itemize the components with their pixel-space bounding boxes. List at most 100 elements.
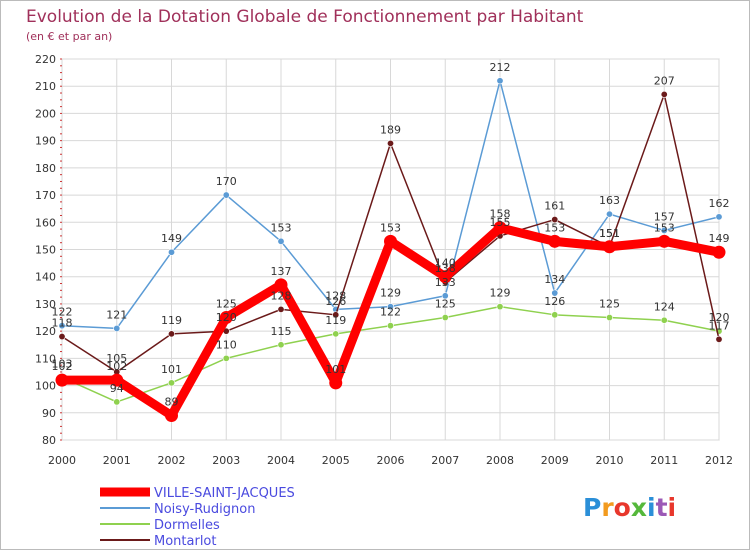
- x-tick-label: 2012: [705, 454, 733, 467]
- data-point-montarlot: [332, 311, 340, 319]
- data-point-dormelles: [332, 330, 340, 338]
- data-point-dormelles: [660, 316, 668, 324]
- data-point-noisy-rudignon: [441, 292, 449, 300]
- data-point-dormelles: [277, 341, 285, 349]
- data-label-montarlot: 155: [490, 216, 511, 229]
- y-tick-label: 160: [35, 216, 56, 229]
- data-label-montarlot: 189: [380, 123, 401, 136]
- data-point-ville-saint-jacques: [438, 270, 452, 284]
- x-tick-label: 2001: [103, 454, 131, 467]
- data-label-dormelles: 120: [709, 311, 730, 324]
- data-point-noisy-rudignon: [386, 303, 394, 311]
- x-tick-label: 2008: [486, 454, 514, 467]
- data-point-ville-saint-jacques: [329, 376, 343, 390]
- data-label-montarlot: 161: [544, 200, 565, 213]
- chart-subtitle: (en € et par an): [26, 30, 112, 43]
- data-point-ville-saint-jacques: [548, 234, 562, 248]
- data-label-dormelles: 122: [380, 306, 401, 319]
- data-point-ville-saint-jacques: [165, 409, 178, 423]
- data-label-ville-saint-jacques: 158: [490, 208, 511, 221]
- data-label-dormelles: 119: [325, 314, 346, 327]
- x-tick-label: 2007: [431, 454, 459, 467]
- data-point-dormelles: [222, 354, 230, 362]
- x-tick-label: 2000: [48, 454, 76, 467]
- data-point-dormelles: [386, 322, 394, 330]
- data-label-dormelles: 125: [435, 298, 456, 311]
- data-label-ville-saint-jacques: 149: [709, 232, 730, 245]
- logo-letter: i: [668, 493, 677, 522]
- data-point-dormelles: [496, 303, 504, 311]
- data-label-dormelles: 110: [216, 338, 237, 351]
- data-label-ville-saint-jacques: 101: [325, 363, 346, 376]
- chart-title: Evolution de la Dotation Globale de Fonc…: [26, 7, 584, 27]
- data-point-noisy-rudignon: [58, 322, 66, 330]
- y-tick-label: 80: [42, 434, 56, 447]
- data-label-montarlot: 120: [216, 311, 237, 324]
- data-label-dormelles: 124: [654, 300, 675, 313]
- data-point-dormelles: [168, 379, 176, 387]
- y-tick-label: 190: [35, 135, 56, 148]
- data-point-montarlot: [660, 90, 668, 98]
- data-label-noisy-rudignon: 122: [52, 306, 73, 319]
- data-point-noisy-rudignon: [168, 248, 176, 256]
- data-point-montarlot: [168, 330, 176, 338]
- data-label-noisy-rudignon: 170: [216, 175, 237, 188]
- data-label-noisy-rudignon: 157: [654, 210, 675, 223]
- logo-letter: r: [601, 493, 614, 522]
- data-point-dormelles: [605, 314, 613, 322]
- logo-letter: o: [614, 493, 631, 522]
- data-label-dormelles: 115: [271, 325, 292, 338]
- data-point-ville-saint-jacques: [219, 311, 233, 325]
- data-label-dormelles: 126: [544, 295, 565, 308]
- data-point-dormelles: [551, 311, 559, 319]
- data-point-dormelles: [113, 398, 121, 406]
- logo-letter: P: [583, 493, 601, 522]
- data-label-noisy-rudignon: 128: [325, 289, 346, 302]
- data-point-montarlot: [277, 305, 285, 313]
- y-tick-label: 210: [35, 80, 56, 93]
- data-point-ville-saint-jacques: [274, 278, 288, 292]
- data-point-ville-saint-jacques: [657, 234, 671, 248]
- data-point-ville-saint-jacques: [55, 373, 69, 387]
- data-point-montarlot: [551, 216, 559, 224]
- data-point-ville-saint-jacques: [384, 234, 397, 248]
- legend-label-dormelles: Dormelles: [154, 518, 220, 533]
- data-label-montarlot: 138: [435, 262, 456, 275]
- y-tick-label: 130: [35, 298, 56, 311]
- data-label-ville-saint-jacques: 89: [165, 396, 179, 409]
- data-point-montarlot: [386, 139, 394, 147]
- legend: VILLE-SAINT-JACQUESNoisy-RudignonDormell…: [100, 486, 295, 549]
- data-label-ville-saint-jacques: 153: [654, 221, 675, 234]
- data-label-ville-saint-jacques: 125: [216, 298, 237, 311]
- x-tick-label: 2005: [322, 454, 350, 467]
- data-label-ville-saint-jacques: 102: [52, 360, 73, 373]
- data-point-montarlot: [58, 333, 66, 341]
- x-tick-label: 2006: [377, 454, 405, 467]
- data-point-noisy-rudignon: [277, 237, 285, 245]
- y-tick-label: 150: [35, 244, 56, 257]
- data-label-noisy-rudignon: 134: [544, 273, 565, 286]
- data-label-noisy-rudignon: 212: [490, 61, 511, 74]
- data-label-dormelles: 125: [599, 298, 620, 311]
- series: 102 102 89 125 137 101 153 140 158 153 151 153 149 12…: [52, 61, 730, 423]
- data-label-montarlot: 105: [106, 352, 127, 365]
- y-tick-label: 110: [35, 352, 56, 365]
- data-point-dormelles: [441, 314, 449, 322]
- data-label-ville-saint-jacques: 153: [544, 221, 565, 234]
- data-label-noisy-rudignon: 163: [599, 194, 620, 207]
- logo-letter: i: [647, 493, 656, 522]
- logo-letter: t: [656, 493, 668, 522]
- axes: 8090100110120130140150160170180190200210…: [35, 53, 733, 467]
- y-tick-label: 170: [35, 189, 56, 202]
- data-label-montarlot: 128: [271, 289, 292, 302]
- y-tick-label: 120: [35, 325, 56, 338]
- data-label-montarlot: 118: [52, 317, 73, 330]
- data-label-dormelles: 94: [110, 382, 124, 395]
- data-label-montarlot: 207: [654, 74, 675, 87]
- data-point-noisy-rudignon: [551, 289, 559, 297]
- legend-label-noisy-rudignon: Noisy-Rudignon: [154, 502, 255, 517]
- y-tick-label: 220: [35, 53, 56, 66]
- data-label-montarlot: 151: [599, 227, 620, 240]
